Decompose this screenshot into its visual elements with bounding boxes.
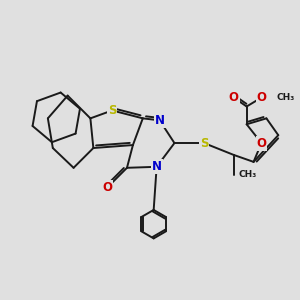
Text: S: S: [108, 104, 116, 117]
Text: O: O: [229, 91, 239, 104]
Text: S: S: [200, 136, 208, 150]
Text: N: N: [152, 160, 162, 173]
Text: CH₃: CH₃: [238, 170, 256, 179]
Text: O: O: [256, 91, 266, 104]
Text: O: O: [102, 181, 112, 194]
Text: CH₃: CH₃: [276, 93, 295, 102]
Text: O: O: [256, 136, 266, 150]
Text: N: N: [154, 114, 165, 127]
